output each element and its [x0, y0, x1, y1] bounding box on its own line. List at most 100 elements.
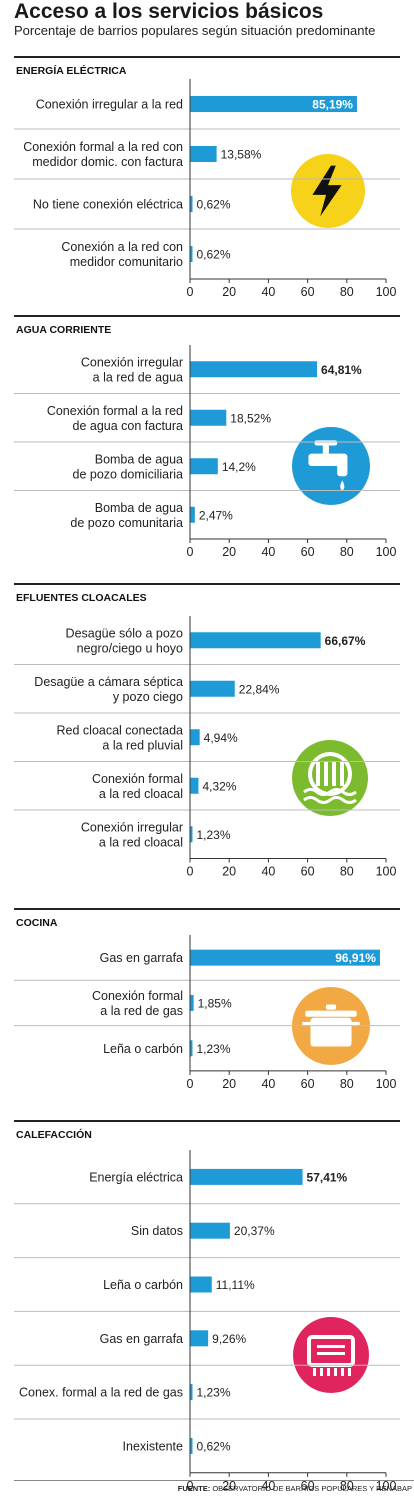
- x-tick-label: 100: [376, 285, 397, 299]
- bar: [190, 1384, 193, 1401]
- bar: [190, 96, 357, 112]
- category-label: Conexión irregular: [81, 820, 183, 834]
- bar: [190, 632, 321, 649]
- pipe-bar-1: [324, 762, 328, 786]
- bar: [190, 1040, 193, 1057]
- sewage-icon-circle: [292, 740, 368, 816]
- section-title: CALEFACCIÓN: [16, 1128, 92, 1141]
- lightning-glyph: [312, 165, 342, 217]
- faucet-stem: [322, 443, 329, 454]
- heater-fin-1: [320, 1368, 323, 1376]
- x-tick-label: 40: [261, 285, 275, 299]
- category-label: Gas en garrafa: [100, 1332, 183, 1346]
- x-tick-label: 20: [222, 285, 236, 299]
- heater-fin-0: [313, 1368, 316, 1376]
- category-label: Bomba de agua: [95, 452, 183, 466]
- value-label: 13,58%: [221, 148, 262, 162]
- bar: [190, 1276, 212, 1293]
- heater-fin-5: [348, 1368, 351, 1376]
- category-label: Leña o carbón: [103, 1278, 183, 1292]
- wave-1: [303, 796, 357, 804]
- value-label: 4,94%: [204, 731, 238, 745]
- section-rule: [14, 908, 400, 910]
- category-label: a la red cloacal: [99, 835, 183, 849]
- category-label: Desagüe sólo a pozo: [66, 626, 183, 640]
- x-tick-label: 100: [376, 1479, 397, 1493]
- x-tick-label: 100: [376, 545, 397, 559]
- category-label: de pozo comunitaria: [70, 516, 183, 530]
- x-tick-label: 20: [222, 865, 236, 879]
- x-tick-label: 80: [340, 285, 354, 299]
- category-label: Conexión formal: [92, 772, 183, 786]
- x-tick-label: 0: [187, 1479, 194, 1493]
- value-label: 66,67%: [325, 634, 366, 648]
- section-rule: [14, 315, 400, 317]
- bar: [190, 777, 199, 794]
- value-label: 64,81%: [321, 363, 362, 377]
- pot-handle-right: [351, 1021, 360, 1026]
- x-tick-label: 80: [340, 545, 354, 559]
- x-tick-label: 60: [301, 1479, 315, 1493]
- bar: [190, 361, 318, 378]
- bar: [190, 1168, 303, 1185]
- section-title: COCINA: [16, 917, 58, 929]
- section-rule: [14, 56, 400, 58]
- bar: [190, 1437, 193, 1454]
- value-label: 1,23%: [197, 1386, 231, 1400]
- category-label: Bomba de agua: [95, 501, 183, 515]
- bar: [190, 729, 200, 746]
- bar: [190, 409, 227, 426]
- heater-fin-3: [334, 1368, 337, 1376]
- value-label: 1,23%: [197, 828, 231, 842]
- category-label: Sin datos: [131, 1224, 183, 1238]
- category-label: medidor comunitario: [70, 255, 183, 269]
- bar: [190, 146, 217, 162]
- value-label: 0,62%: [197, 198, 231, 212]
- section-title: AGUA CORRIENTE: [16, 324, 111, 336]
- category-label: No tiene conexión eléctrica: [33, 198, 183, 212]
- bar: [190, 246, 193, 262]
- heater-fin-2: [327, 1368, 330, 1376]
- value-label: 1,23%: [197, 1042, 231, 1056]
- category-label: a la red cloacal: [99, 787, 183, 801]
- bar: [190, 949, 380, 966]
- value-label: 22,84%: [239, 682, 280, 696]
- section-rule: [14, 583, 400, 585]
- x-tick-label: 80: [340, 865, 354, 879]
- category-label: Red cloacal conectada: [57, 723, 184, 737]
- x-tick-label: 0: [187, 865, 194, 879]
- value-label: 1,85%: [198, 996, 232, 1010]
- category-label: Conexión irregular a la red: [36, 98, 183, 112]
- page-title: Acceso a los servicios básicos: [14, 0, 324, 23]
- x-tick-label: 60: [301, 1077, 315, 1091]
- value-label: 18,52%: [230, 411, 271, 425]
- chart-3: COCINA Gas en garrafa 96,91% Conexión forma…: [14, 908, 400, 1091]
- bar: [190, 458, 218, 475]
- value-label: 0,62%: [197, 1439, 231, 1453]
- pot-body: [310, 1017, 352, 1047]
- x-tick-label: 40: [261, 545, 275, 559]
- category-label: Leña o carbón: [103, 1042, 183, 1056]
- page-subtitle: Porcentaje de barrios populares según si…: [14, 23, 376, 38]
- bar: [190, 506, 195, 523]
- pipe-ring: [308, 752, 352, 796]
- category-label: Gas en garrafa: [100, 951, 183, 965]
- section-title: ENERGÍA ELÉCTRICA: [16, 64, 127, 77]
- bar: [190, 1222, 230, 1239]
- x-tick-label: 40: [261, 865, 275, 879]
- chart-2: EFLUENTES CLOACALES Desagüe sólo a pozone…: [14, 583, 400, 879]
- x-tick-label: 60: [301, 865, 315, 879]
- x-tick-label: 80: [340, 1479, 354, 1493]
- category-label: medidor domic. con factura: [32, 155, 183, 169]
- bar: [190, 680, 235, 697]
- pot-handle-left: [302, 1021, 311, 1026]
- value-label: 9,26%: [212, 1332, 246, 1346]
- pipe-bar-0: [316, 762, 320, 786]
- x-tick-label: 100: [376, 1077, 397, 1091]
- category-label: Conexión formal a la red: [47, 404, 183, 418]
- category-label: Inexistente: [123, 1439, 184, 1453]
- value-label: 4,32%: [202, 779, 236, 793]
- category-label: de agua con factura: [73, 419, 184, 433]
